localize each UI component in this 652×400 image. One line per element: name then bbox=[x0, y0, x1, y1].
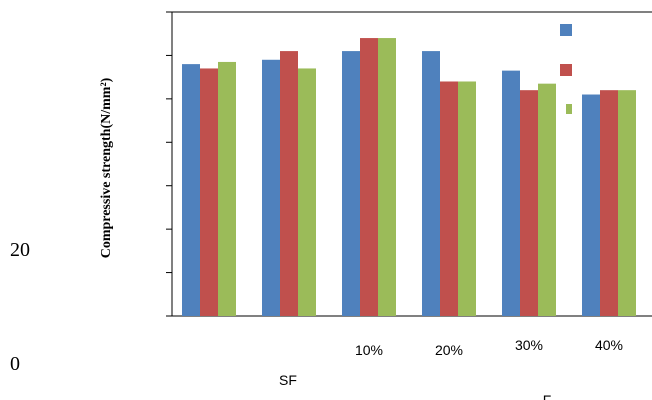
x-label-sf: SF bbox=[279, 372, 297, 388]
bar-s2-c4 bbox=[440, 81, 458, 316]
legend-swatch-3 bbox=[566, 104, 572, 114]
bar-s1-c1 bbox=[182, 64, 200, 316]
x-tick-labels: 10% 20% 30% 40% bbox=[355, 337, 623, 358]
legend-swatch-1 bbox=[560, 24, 572, 36]
bar-s3-c5 bbox=[538, 83, 556, 317]
bar-s1-c2 bbox=[262, 59, 280, 317]
bar-s3-c4 bbox=[458, 81, 476, 316]
plot-frame bbox=[171, 11, 652, 317]
y-axis-ticks bbox=[166, 11, 172, 317]
bar-s1-c5 bbox=[502, 70, 520, 316]
bar-s1-c3 bbox=[342, 51, 360, 316]
bar-s1-c4 bbox=[422, 51, 440, 316]
legend-swatch-2 bbox=[560, 64, 572, 76]
bar-s3-c3 bbox=[378, 38, 396, 317]
x-tick-label: 30% bbox=[515, 337, 543, 353]
x-label-f: F bbox=[543, 392, 552, 400]
bar-s2-c1 bbox=[200, 68, 218, 316]
x-tick-label: 20% bbox=[435, 342, 463, 358]
x-tick-label: 10% bbox=[355, 342, 383, 358]
tick-label-0: 0 bbox=[10, 353, 20, 375]
bar-s2-c2 bbox=[280, 51, 298, 316]
bar-s2-c5 bbox=[520, 90, 538, 317]
bar-s3-c1 bbox=[218, 61, 236, 316]
bar-s1-c6 bbox=[582, 94, 600, 316]
bars bbox=[182, 38, 636, 317]
bar-s2-c3 bbox=[360, 38, 378, 317]
tick-label-20: 20 bbox=[10, 239, 30, 261]
y-axis-label: Compressive strength(N/mm²) bbox=[99, 77, 114, 258]
bar-s3-c6 bbox=[618, 90, 636, 317]
x-tick-label: 40% bbox=[595, 337, 623, 353]
legend bbox=[560, 24, 572, 114]
bar-s2-c6 bbox=[600, 90, 618, 317]
bar-s3-c2 bbox=[298, 68, 316, 316]
